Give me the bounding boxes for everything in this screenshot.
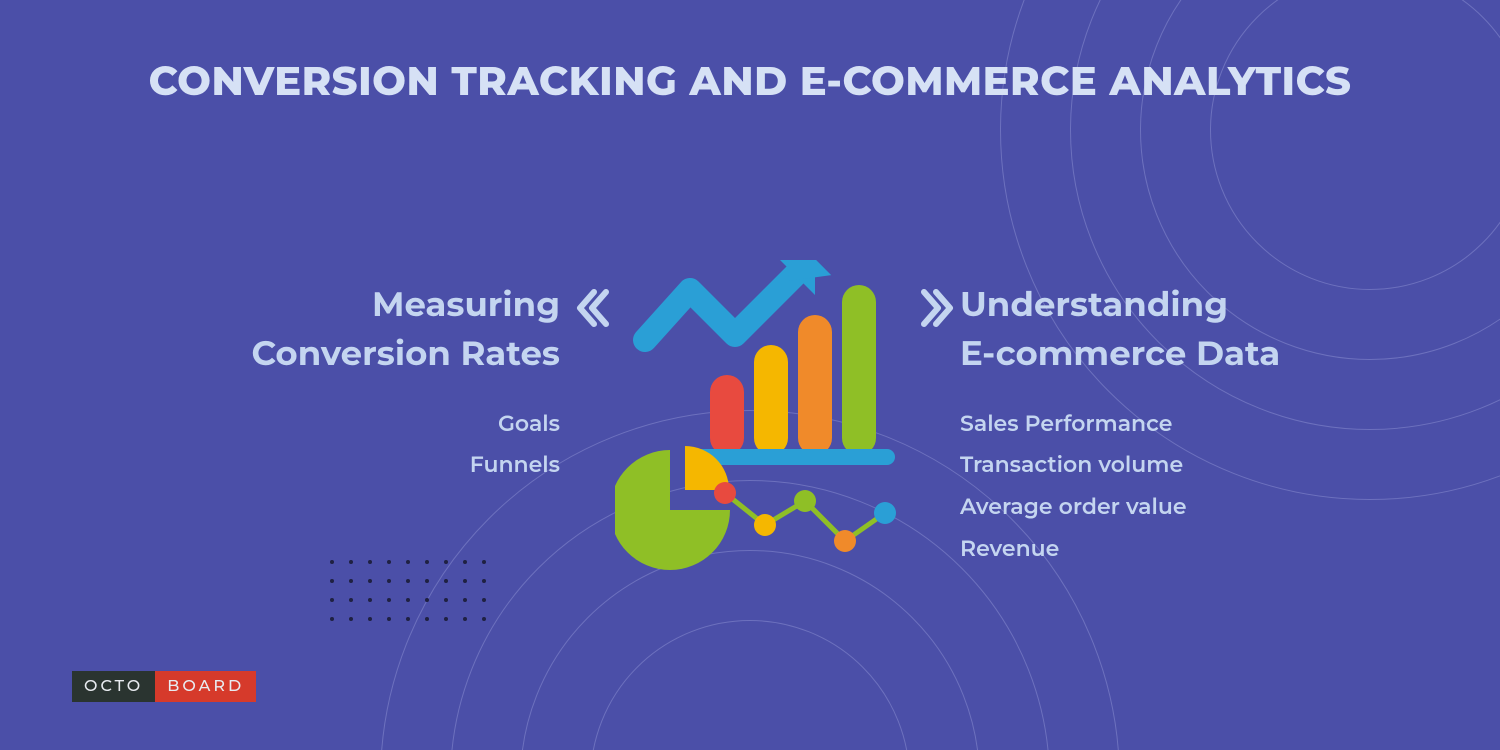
right-heading: Understanding E-commerce Data (960, 280, 1400, 379)
infographic-canvas: CONVERSION TRACKING AND E-COMMERCE ANALY… (0, 0, 1500, 750)
right-section: Understanding E-commerce Data Sales Perf… (960, 280, 1400, 570)
decor-dot-grid (330, 560, 488, 623)
right-heading-line2: E-commerce Data (960, 332, 1280, 374)
right-heading-line1: Understanding (960, 283, 1228, 325)
left-item: Funnels (130, 444, 560, 486)
logo-left: OCTO (72, 671, 155, 702)
chevron-left-icon (570, 288, 610, 333)
page-title: CONVERSION TRACKING AND E-COMMERCE ANALY… (0, 55, 1500, 109)
logo-right: BOARD (155, 671, 256, 702)
left-heading: Measuring Conversion Rates (130, 280, 560, 379)
left-section: Measuring Conversion Rates GoalsFunnels (130, 280, 560, 486)
right-item: Sales Performance (960, 403, 1400, 445)
brand-logo: OCTO BOARD (72, 671, 256, 702)
left-heading-line1: Measuring (372, 283, 560, 325)
right-item: Transaction volume (960, 444, 1400, 486)
left-items: GoalsFunnels (130, 403, 560, 487)
left-item: Goals (130, 403, 560, 445)
right-item: Average order value (960, 486, 1400, 528)
right-items: Sales PerformanceTransaction volumeAvera… (960, 403, 1400, 570)
chevron-right-icon (920, 288, 960, 333)
left-heading-line2: Conversion Rates (251, 332, 560, 374)
right-item: Revenue (960, 528, 1400, 570)
analytics-chart-icon (615, 260, 915, 580)
